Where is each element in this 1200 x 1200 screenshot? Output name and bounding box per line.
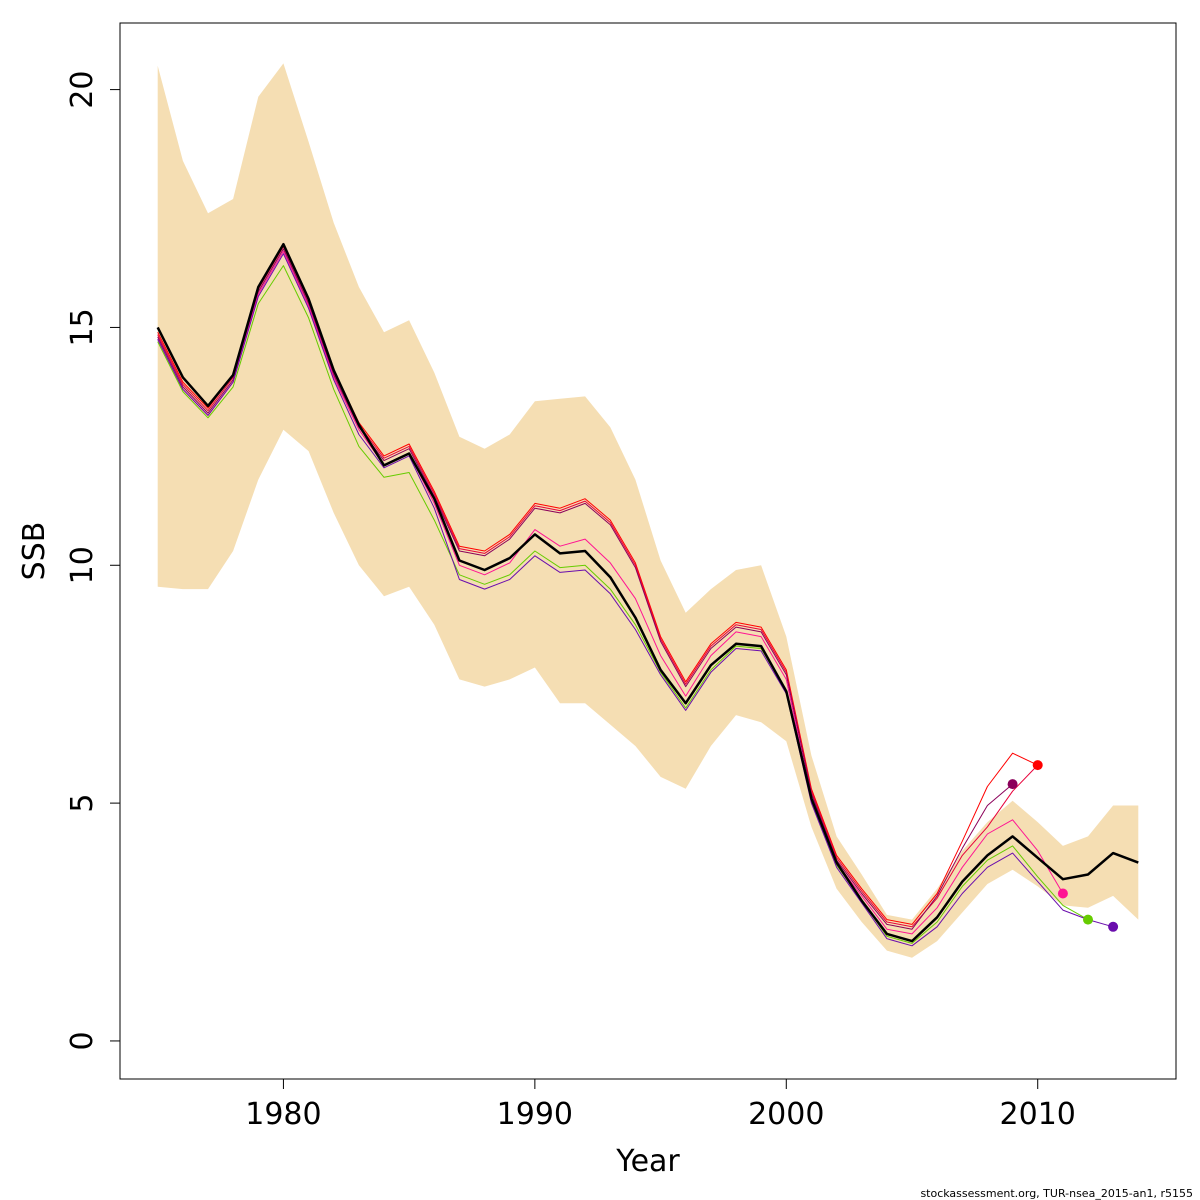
series-end-point-6 [1108,921,1119,932]
x-axis-title: Year [615,1144,680,1179]
x-tick-label: 1980 [245,1097,321,1132]
y-tick-label: 0 [65,1031,100,1050]
x-tick-label: 1990 [497,1097,573,1132]
x-tick-label: 2010 [1000,1097,1076,1132]
x-axis: 1980 1990 2000 2010 [245,1078,1076,1132]
series-layer [156,242,1139,947]
y-axis: 0 5 10 15 20 [65,71,121,1050]
y-tick-label: 10 [65,546,100,584]
series-line-4 [157,250,1064,935]
series-line-6 [157,253,1114,947]
series-line-3 [157,248,1013,930]
y-tick-label: 5 [65,794,100,813]
series-end-point-3 [1007,779,1018,790]
y-axis-title: SSB [17,522,52,581]
series-line-7 [156,242,1139,943]
x-tick-label: 2000 [748,1097,824,1132]
footer-credit: stockassessment.org, TUR-nsea_2015-an1, … [920,1187,1193,1200]
series-end-point-1 [1032,760,1043,771]
series-line-5 [157,265,1089,944]
y-tick-label: 20 [65,71,100,109]
confidence-band-layer [157,63,1139,958]
confidence-band [157,63,1139,958]
series-end-point-5 [1083,914,1093,925]
end-points-layer [1007,760,1119,932]
series-end-point-4 [1057,888,1068,899]
y-tick-label: 15 [65,308,100,346]
